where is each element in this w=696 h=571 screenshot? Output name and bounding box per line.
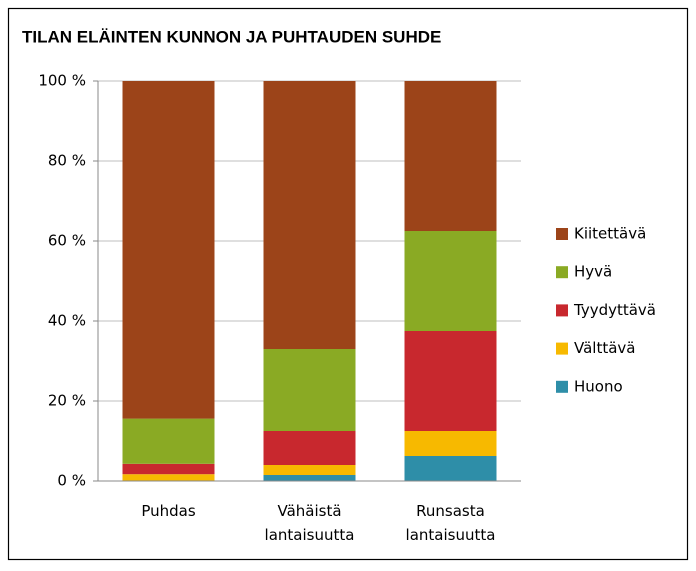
x-tick-label: Runsasta lantaisuutta	[406, 502, 496, 544]
legend-swatch	[556, 342, 568, 355]
x-tick-label: Puhdas	[141, 502, 196, 520]
bar-segment	[122, 418, 215, 464]
legend-label: Tyydyttävä	[573, 301, 656, 319]
bar-segment	[122, 81, 215, 419]
legend-label: Kiitettävä	[574, 225, 646, 243]
x-tick-label: Vähäistä lantaisuutta	[265, 502, 355, 544]
bar-segment	[263, 431, 356, 465]
y-tick-label: 60 %	[48, 232, 86, 250]
bar-segment	[263, 81, 356, 349]
bar-segment	[404, 456, 497, 481]
bar-segment	[404, 431, 497, 456]
legend-label: Välttävä	[574, 339, 635, 357]
legend-swatch	[556, 380, 568, 393]
legend-swatch	[556, 304, 568, 317]
y-tick-label: 20 %	[48, 392, 86, 410]
legend-swatch	[556, 266, 568, 279]
bar-segment	[263, 349, 356, 431]
y-tick-label: 80 %	[48, 152, 86, 170]
legend-label: Hyvä	[574, 263, 612, 281]
y-tick-label: 40 %	[48, 312, 86, 330]
y-tick-label: 0 %	[57, 472, 86, 490]
bar-segment	[404, 331, 497, 431]
bar-segment	[122, 474, 215, 481]
bar-segment	[404, 81, 497, 231]
chart-title: TILAN ELÄINTEN KUNNON JA PUHTAUDEN SUHDE	[22, 27, 441, 46]
legend-label: Huono	[574, 377, 623, 395]
y-tick-label: 100 %	[38, 72, 86, 90]
bar-segment	[122, 463, 215, 475]
legend-swatch	[556, 228, 568, 240]
bar-segment	[404, 231, 497, 331]
bar-segment	[263, 475, 356, 481]
bar-segment	[263, 465, 356, 475]
